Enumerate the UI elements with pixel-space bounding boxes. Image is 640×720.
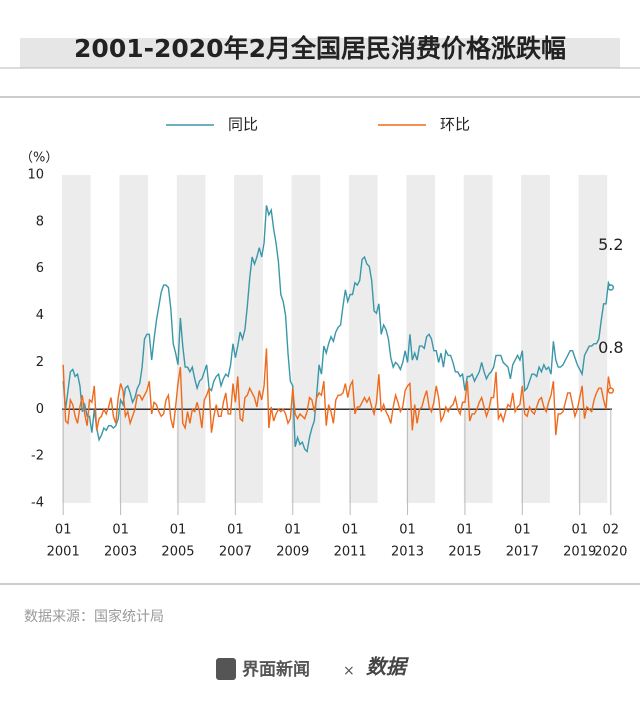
x-tick-label: 2003 bbox=[104, 545, 137, 560]
line bbox=[62, 205, 612, 453]
legend-label: 环比 bbox=[440, 116, 470, 134]
band bbox=[521, 175, 550, 503]
x-tick-label: 2007 bbox=[219, 545, 252, 560]
y-tick-label: 2 bbox=[36, 355, 44, 370]
y-tick-label: -2 bbox=[31, 449, 44, 464]
y-tick-label: 4 bbox=[36, 308, 44, 323]
x-tick-label: 01 bbox=[227, 523, 244, 538]
band bbox=[463, 175, 493, 503]
x-tick-label: 2017 bbox=[506, 545, 539, 560]
x-tick-label: 2001 bbox=[47, 545, 80, 560]
x-tick-label: 2009 bbox=[276, 545, 309, 560]
source: 数据来源：国家统计局 bbox=[24, 608, 164, 625]
x-tick-label: 2005 bbox=[161, 545, 194, 560]
value-label: 0.8 bbox=[598, 338, 623, 357]
chart-title: 2001-2020年2月全国居民消费价格涨跌幅 bbox=[74, 34, 566, 63]
partner: 数据 bbox=[366, 655, 409, 679]
x-tick-label: 01 bbox=[284, 523, 301, 538]
x-tick-label: 2020 bbox=[594, 545, 627, 560]
brand-icon bbox=[216, 658, 236, 680]
y-tick-label: 10 bbox=[27, 168, 44, 183]
band bbox=[578, 175, 608, 503]
x-tick-label: 2011 bbox=[334, 545, 367, 560]
band bbox=[176, 175, 206, 503]
title-bar bbox=[20, 38, 620, 68]
y-tick-label: 0 bbox=[36, 402, 44, 417]
x-tick-label: 02 bbox=[603, 523, 620, 538]
end-point bbox=[607, 284, 615, 291]
x-tick-label: 01 bbox=[342, 523, 359, 538]
x-tick-label: 2015 bbox=[448, 545, 481, 560]
legend-label: 同比 bbox=[228, 116, 258, 134]
end-point bbox=[607, 387, 615, 394]
band bbox=[348, 175, 378, 503]
x-tick-label: 01 bbox=[170, 523, 187, 538]
x-tick-label: 01 bbox=[571, 523, 588, 538]
y-tick-label: 8 bbox=[36, 214, 44, 229]
brand: 界面新闻 bbox=[242, 659, 310, 680]
value-label: 5.2 bbox=[598, 235, 623, 254]
x-tick-label: 01 bbox=[55, 523, 72, 538]
x-tick-label: 2013 bbox=[391, 545, 424, 560]
band bbox=[406, 175, 436, 503]
y-unit: （%） bbox=[20, 151, 58, 166]
line bbox=[62, 348, 612, 436]
x-tick-label: 01 bbox=[457, 523, 474, 538]
band bbox=[291, 175, 321, 503]
y-tick-label: -4 bbox=[31, 496, 44, 511]
y-tick-label: 6 bbox=[36, 261, 44, 276]
x-tick-label: 2019 bbox=[563, 545, 596, 560]
band bbox=[62, 175, 91, 503]
brand-separator: × bbox=[343, 663, 355, 679]
x-tick-label: 01 bbox=[399, 523, 416, 538]
band bbox=[119, 175, 149, 503]
x-tick-label: 01 bbox=[514, 523, 531, 538]
x-tick-label: 01 bbox=[112, 523, 129, 538]
